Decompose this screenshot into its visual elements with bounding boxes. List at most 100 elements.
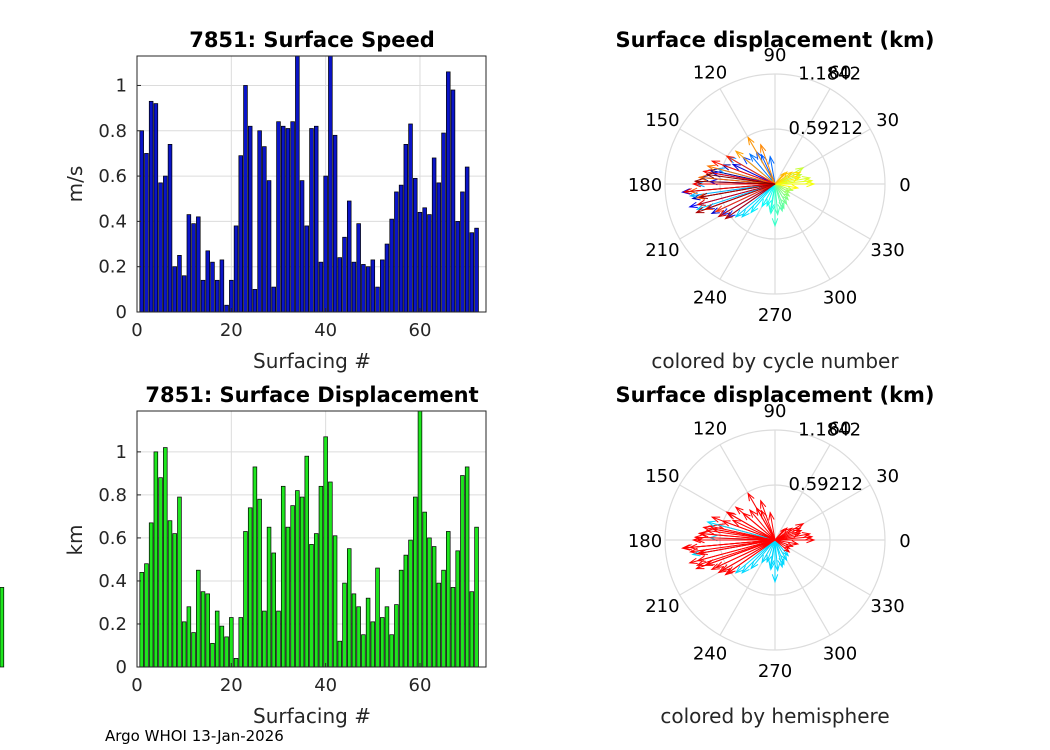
bar [460,475,465,668]
vector-arrow [774,183,785,210]
vector-arrow [734,539,776,574]
displacement-x-axis-label: Surfacing # [253,704,371,728]
polar1-angle-label: 60 [829,62,852,83]
vector-arrow [768,511,776,541]
vector-arrow [775,536,816,544]
displacement-axes-box [136,410,487,668]
vector-arrow [710,160,776,185]
bar [394,191,399,313]
vector-arrow [771,184,779,228]
speed-x-tick-label: 0 [131,320,142,341]
bar [403,554,409,668]
bar [181,621,187,668]
vector-arrow [714,183,776,213]
bar [266,526,272,668]
polar-hemisphere-vectors [681,492,816,584]
vector-arrow [725,155,776,185]
speed-y-tick-label: 1 [116,75,127,96]
vector-arrow [774,527,802,541]
bar [431,157,437,313]
bar [450,89,456,313]
bar [219,259,225,313]
bar [196,216,201,313]
speed-x-axis-label: Surfacing # [253,349,371,373]
vector-arrow [698,539,776,556]
bar [167,144,173,313]
bar [431,546,437,668]
bar [205,593,210,668]
bar [446,71,451,313]
polar1-radius-label: 1.1842 [798,64,861,85]
disp-x-tick-label: 20 [220,675,243,696]
bar [181,275,187,313]
bar [304,225,310,313]
vector-arrow [774,539,800,546]
vector-arrow [774,183,788,206]
vector-arrow [774,176,802,185]
polar1-angle-label: 120 [693,62,727,83]
bar [247,125,253,313]
bar [309,544,314,668]
bar [290,505,295,668]
polar-hemisphere-labels: 0 30 60 90 120 150 180 210 240 270 300 330 0.59212 1.… [628,401,911,682]
bar [446,531,451,668]
bar [346,200,352,313]
bar [148,100,154,313]
polar-hemisphere-subtitle: colored by hemisphere [660,704,889,728]
vector-arrow [734,506,776,541]
speed-y-tick-label: 0.2 [98,257,127,278]
bar [436,182,442,313]
bar [299,496,305,668]
speed-y-tick-label: 0 [116,302,127,323]
bar [163,175,168,313]
bar [276,121,281,313]
vector-arrow [698,183,776,200]
bar [262,610,267,668]
polar1-angle-label: 330 [870,240,904,261]
disp-x-tick-label: 0 [131,675,142,696]
polar2-angle-label: 150 [645,466,679,487]
vector-arrow [705,528,776,541]
bar [158,182,163,313]
disp-y-tick-label: 0.6 [98,528,127,549]
vector-arrow [774,528,785,541]
bar [295,490,300,668]
vector-arrow [774,183,791,197]
vector-arrow [747,136,776,185]
bar [295,55,300,313]
polar2-angle-label: 300 [823,644,857,665]
polar1-angle-label: 270 [758,305,792,326]
bar [229,279,234,313]
polar1-angle-label: 30 [876,110,899,131]
bar [313,125,319,313]
vector-arrow [774,539,794,547]
vector-arrow [761,539,776,564]
vector-arrow [774,539,791,553]
bar [280,125,286,313]
bar [290,121,295,313]
bar [474,227,479,313]
bar [455,550,460,668]
bar [285,128,291,313]
disp-y-tick-label: 0.4 [98,571,127,592]
vector-arrow [717,183,776,218]
disp-x-tick-label: 60 [409,675,432,696]
bar [441,132,446,313]
disp-y-tick-label: 1 [116,442,127,463]
polar1-angle-label: 180 [628,175,662,196]
bar [365,597,371,668]
bar [318,261,324,313]
bar [361,634,366,668]
vector-arrow [714,539,776,569]
vector-arrow [774,171,793,185]
polar2-angle-label: 30 [876,466,899,487]
vector-arrow [706,164,776,185]
bar [455,221,460,313]
disp-y-tick-label: 0 [116,657,127,678]
polar1-angle-label: 210 [645,240,679,261]
polar1-angle-label: 90 [764,45,787,66]
disp-y-tick-label: 0.2 [98,614,127,635]
polar2-angle-label: 330 [870,596,904,617]
bar [233,658,239,668]
vector-arrow [682,539,776,551]
